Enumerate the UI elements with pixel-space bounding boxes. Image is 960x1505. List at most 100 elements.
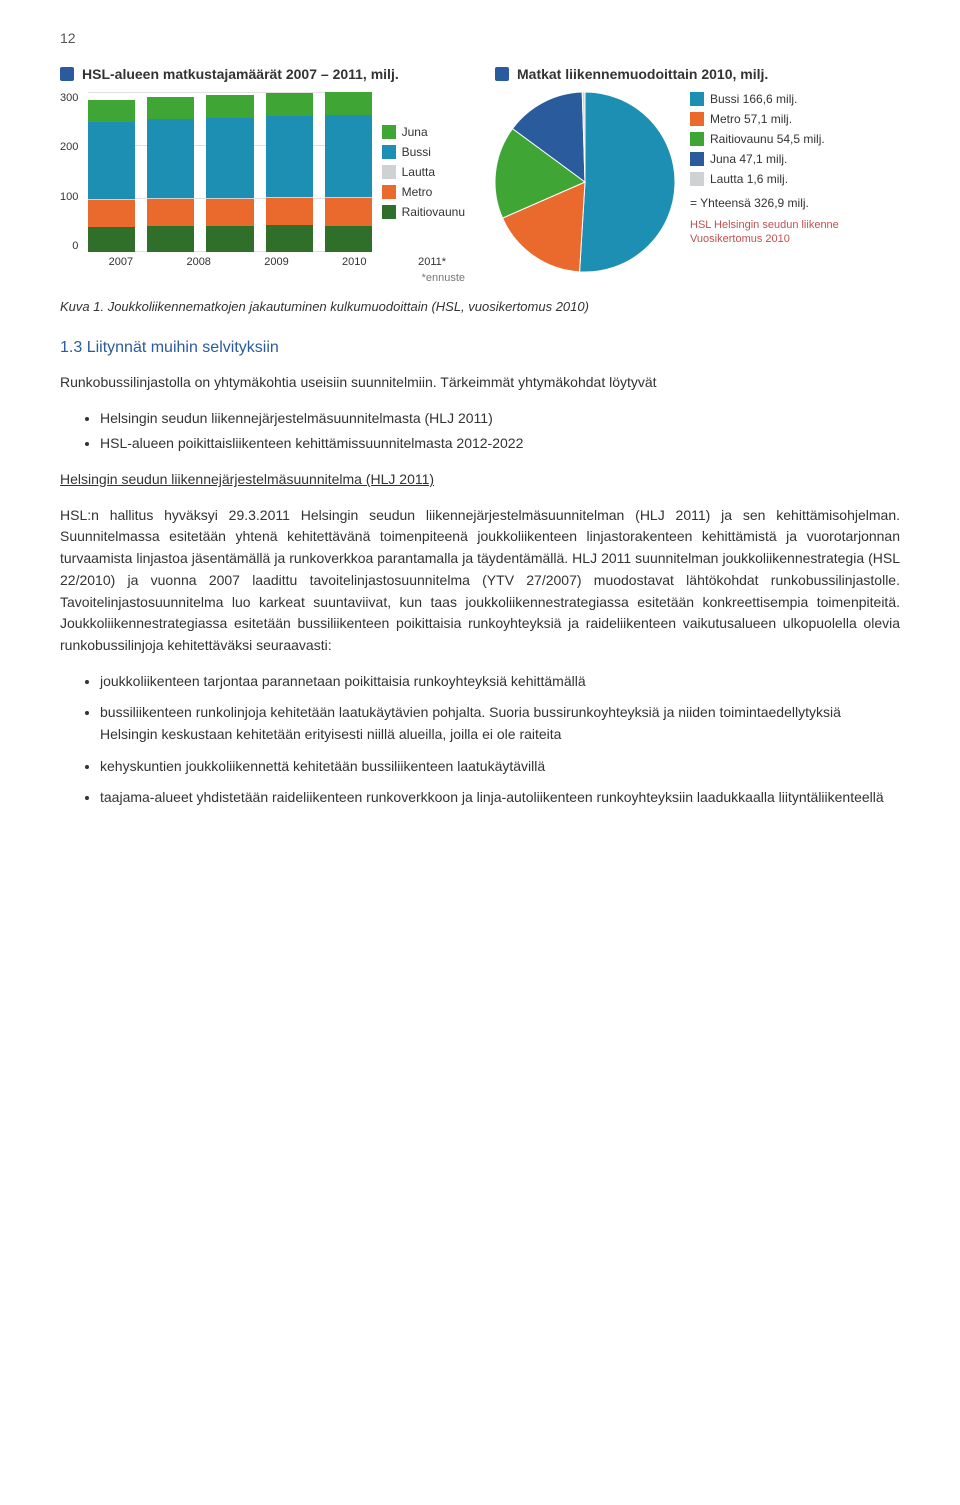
bar-chart: HSL-alueen matkustajamäärät 2007 – 2011,…: [60, 66, 465, 284]
legend-label: Juna: [402, 125, 428, 139]
x-tick: 2008: [166, 256, 232, 268]
bar-segment: [147, 119, 194, 198]
legend-swatch-icon: [382, 165, 396, 179]
legend-item: Lautta: [382, 165, 465, 179]
legend-item: Raitiovaunu: [382, 205, 465, 219]
bullet-list-measures: joukkoliikenteen tarjontaa parannetaan p…: [100, 671, 900, 809]
legend-swatch-icon: [690, 132, 704, 146]
legend-swatch-icon: [690, 172, 704, 186]
y-tick: 100: [60, 191, 78, 203]
pie-chart: Matkat liikennemuodoittain 2010, milj. B…: [495, 66, 900, 284]
legend-item: Metro 57,1 milj.: [690, 112, 839, 126]
bar-segment: [325, 115, 372, 197]
legend-label: Metro: [402, 185, 433, 199]
y-tick: 200: [60, 141, 78, 153]
legend-swatch-icon: [382, 145, 396, 159]
y-tick: 300: [60, 92, 78, 104]
figure-caption: Kuva 1. Joukkoliikennematkojen jakautumi…: [60, 299, 900, 314]
x-tick: 2011*: [399, 256, 465, 268]
bar-column: [88, 92, 135, 252]
legend-swatch-icon: [382, 205, 396, 219]
list-item: taajama-alueet yhdistetään raideliikente…: [100, 787, 900, 809]
pie-slice: [580, 92, 675, 272]
legend-label: Lautta: [402, 165, 435, 179]
legend-item: Juna: [382, 125, 465, 139]
bar-chart-header: HSL-alueen matkustajamäärät 2007 – 2011,…: [60, 66, 465, 82]
pie-chart-title: Matkat liikennemuodoittain 2010, milj.: [517, 66, 768, 82]
legend-item: Metro: [382, 185, 465, 199]
legend-label: Bussi 166,6 milj.: [710, 92, 797, 106]
bar-segment: [206, 226, 253, 252]
bar-chart-plot: [88, 92, 371, 252]
x-tick: 2009: [244, 256, 310, 268]
bar-column: [206, 92, 253, 252]
pie-chart-source: HSL Helsingin seudun liikenne Vuosikerto…: [690, 218, 839, 247]
bar-segment: [266, 225, 313, 252]
bar-chart-marker-icon: [60, 67, 74, 81]
legend-item: Bussi 166,6 milj.: [690, 92, 839, 106]
bar-segment: [266, 93, 313, 116]
paragraph-intro: Runkobussilinjastolla on yhtymäkohtia us…: [60, 372, 900, 394]
bar-chart-footnote: *ennuste: [422, 272, 465, 284]
bar-segment: [206, 118, 253, 198]
pie-source-line1: HSL Helsingin seudun liikenne: [690, 218, 839, 232]
legend-swatch-icon: [690, 152, 704, 166]
bar-chart-x-axis: 2007 2008 2009 2010 2011*: [88, 256, 465, 268]
bar-chart-y-axis: 300 200 100 0: [60, 92, 82, 252]
pie-chart-marker-icon: [495, 67, 509, 81]
bar-segment: [206, 199, 253, 226]
legend-item: Juna 47,1 milj.: [690, 152, 839, 166]
bar-segment: [88, 100, 135, 121]
list-item: joukkoliikenteen tarjontaa parannetaan p…: [100, 671, 900, 693]
bar-chart-title: HSL-alueen matkustajamäärät 2007 – 2011,…: [82, 66, 399, 82]
pie-chart-svg: [495, 92, 675, 272]
legend-item: Raitiovaunu 54,5 milj.: [690, 132, 839, 146]
legend-swatch-icon: [690, 92, 704, 106]
bar-segment: [266, 116, 313, 197]
legend-label: Juna 47,1 milj.: [710, 152, 787, 166]
bar-segment: [88, 227, 135, 252]
legend-label: Raitiovaunu: [402, 205, 465, 219]
legend-swatch-icon: [690, 112, 704, 126]
bar-column: [325, 92, 372, 252]
legend-label: Lautta 1,6 milj.: [710, 172, 788, 186]
list-item: HSL-alueen poikittaisliikenteen kehittäm…: [100, 433, 900, 455]
list-item: bussiliikenteen runkolinjoja kehitetään …: [100, 702, 900, 745]
list-item: Helsingin seudun liikennejärjestelmäsuun…: [100, 408, 900, 430]
bar-segment: [147, 199, 194, 226]
bar-segment: [206, 95, 253, 117]
bar-segment: [266, 198, 313, 226]
pie-chart-header: Matkat liikennemuodoittain 2010, milj.: [495, 66, 900, 82]
pie-source-line2: Vuosikertomus 2010: [690, 232, 839, 246]
link-heading: Helsingin seudun liikennejärjestelmäsuun…: [60, 469, 900, 491]
bar-column: [266, 92, 313, 252]
bar-segment: [325, 198, 372, 226]
y-tick: 0: [60, 240, 78, 252]
legend-label: Metro 57,1 milj.: [710, 112, 792, 126]
section-heading: 1.3 Liitynnät muihin selvityksiin: [60, 339, 900, 357]
bullet-list-sources: Helsingin seudun liikennejärjestelmäsuun…: [100, 408, 900, 455]
legend-item: Bussi: [382, 145, 465, 159]
bar-segment: [147, 226, 194, 252]
legend-label: Raitiovaunu 54,5 milj.: [710, 132, 825, 146]
bar-chart-legend: Juna Bussi Lautta Metro Raitiovaunu: [382, 92, 465, 252]
bar-segment: [325, 226, 372, 252]
legend-item: Lautta 1,6 milj.: [690, 172, 839, 186]
legend-label: Bussi: [402, 145, 431, 159]
bar-segment: [88, 122, 135, 200]
hlj-link: Helsingin seudun liikennejärjestelmäsuun…: [60, 471, 434, 487]
page-number: 12: [60, 30, 900, 46]
x-tick: 2007: [88, 256, 154, 268]
paragraph-main: HSL:n hallitus hyväksyi 29.3.2011 Helsin…: [60, 505, 900, 657]
legend-total: = Yhteensä 326,9 milj.: [690, 196, 839, 210]
legend-swatch-icon: [382, 125, 396, 139]
charts-row: HSL-alueen matkustajamäärät 2007 – 2011,…: [60, 66, 900, 284]
bar-column: [147, 92, 194, 252]
x-tick: 2010: [321, 256, 387, 268]
legend-swatch-icon: [382, 185, 396, 199]
bar-segment: [147, 97, 194, 119]
bar-segment: [88, 200, 135, 227]
bar-segment: [325, 92, 372, 115]
pie-chart-legend: Bussi 166,6 milj. Metro 57,1 milj. Raitiov…: [690, 92, 839, 210]
list-item: kehyskuntien joukkoliikennettä kehitetää…: [100, 756, 900, 778]
